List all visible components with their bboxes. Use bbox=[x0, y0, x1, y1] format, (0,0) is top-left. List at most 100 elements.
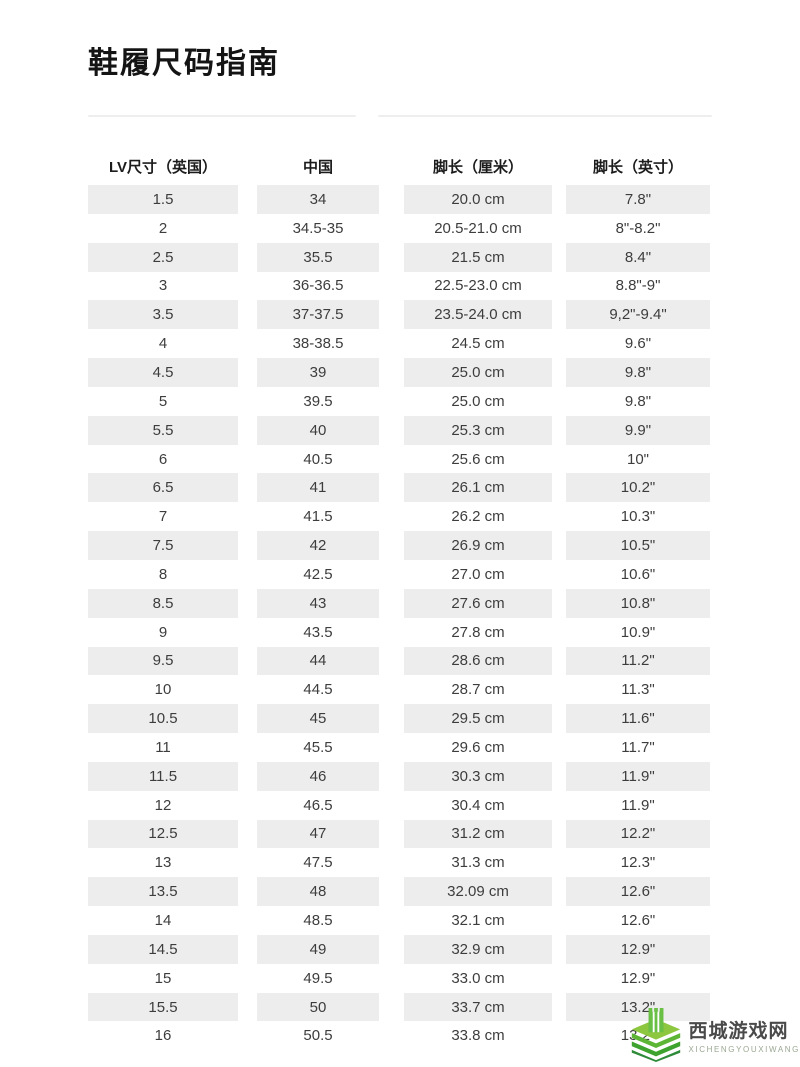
cell-foot-length-inch: 9.8" bbox=[566, 358, 710, 387]
cell-foot-length-cm: 30.3 cm bbox=[404, 761, 552, 791]
cell-foot-length-inch: 11.9" bbox=[566, 761, 710, 791]
cell-foot-length-inch: 11.2" bbox=[566, 646, 710, 676]
table-body: 1.5 34 20.0 cm 7.8" 2 34.5-35 20.5-21.0 … bbox=[0, 185, 800, 1050]
table-row: 1.5 34 20.0 cm 7.8" bbox=[0, 185, 800, 214]
table-row: 13.5 48 32.09 cm 12.6" bbox=[0, 877, 800, 907]
cell-lv-size-uk: 14 bbox=[154, 912, 172, 930]
table-row: 2.5 35.5 21.5 cm 8.4" bbox=[0, 242, 800, 272]
cell-lv-size-uk: 5.5 bbox=[88, 415, 238, 445]
title-divider-right bbox=[378, 115, 712, 117]
cell-lv-size-uk: 12 bbox=[154, 796, 172, 814]
cell-china-size: 47.5 bbox=[303, 854, 333, 872]
cell-foot-length-inch: 8"-8.2" bbox=[615, 219, 661, 237]
cell-lv-size-uk: 8.5 bbox=[88, 588, 238, 618]
table-row: 15.5 50 33.7 cm 13.2" bbox=[0, 992, 800, 1022]
cell-foot-length-cm: 25.3 cm bbox=[404, 415, 552, 445]
table-row: 10.5 45 29.5 cm 11.6" bbox=[0, 704, 800, 734]
cell-foot-length-cm: 33.7 cm bbox=[404, 992, 552, 1022]
cell-lv-size-uk: 4 bbox=[158, 335, 168, 353]
cell-lv-size-uk: 3.5 bbox=[88, 300, 238, 330]
cell-foot-length-inch: 9.8" bbox=[624, 392, 652, 410]
table-row: 7 41.5 26.2 cm 10.3" bbox=[0, 502, 800, 531]
table-row: 12.5 47 31.2 cm 12.2" bbox=[0, 819, 800, 849]
cell-china-size: 49 bbox=[257, 934, 379, 964]
table-row: 10 44.5 28.7 cm 11.3" bbox=[0, 675, 800, 704]
cell-china-size: 43.5 bbox=[303, 623, 333, 641]
cell-china-size: 41 bbox=[257, 473, 379, 503]
cell-china-size: 40 bbox=[257, 415, 379, 445]
cell-foot-length-inch: 10" bbox=[626, 450, 649, 468]
cell-lv-size-uk: 6 bbox=[158, 450, 168, 468]
cell-lv-size-uk: 4.5 bbox=[88, 358, 238, 387]
cell-foot-length-cm: 33.8 cm bbox=[451, 1027, 505, 1045]
page-title: 鞋履尺码指南 bbox=[88, 47, 280, 80]
cell-foot-length-inch: 12.6" bbox=[566, 877, 710, 907]
table-row: 7.5 42 26.9 cm 10.5" bbox=[0, 531, 800, 560]
cell-lv-size-uk: 13 bbox=[154, 854, 172, 872]
size-table: LV尺寸（英国） 中国 脚长（厘米） 脚长（英寸） 1.5 34 20.0 cm… bbox=[0, 148, 800, 1050]
cell-foot-length-cm: 20.0 cm bbox=[404, 185, 552, 214]
table-row: 2 34.5-35 20.5-21.0 cm 8"-8.2" bbox=[0, 214, 800, 243]
cell-china-size: 45 bbox=[257, 704, 379, 734]
cell-foot-length-inch: 11.9" bbox=[621, 796, 655, 814]
cell-foot-length-cm: 20.5-21.0 cm bbox=[434, 219, 522, 237]
cell-china-size: 38-38.5 bbox=[292, 335, 344, 353]
cell-foot-length-inch: 11.6" bbox=[566, 704, 710, 734]
table-row: 11 45.5 29.6 cm 11.7" bbox=[0, 733, 800, 762]
cell-lv-size-uk: 11 bbox=[155, 738, 171, 756]
cell-foot-length-inch: 11.3" bbox=[621, 681, 655, 699]
cell-lv-size-uk: 10.5 bbox=[88, 704, 238, 734]
cell-foot-length-inch: 9,2"-9.4" bbox=[566, 300, 710, 330]
cell-china-size: 34 bbox=[257, 185, 379, 214]
cell-lv-size-uk: 6.5 bbox=[88, 473, 238, 503]
cell-china-size: 50 bbox=[257, 992, 379, 1022]
cell-foot-length-cm: 28.7 cm bbox=[451, 681, 505, 699]
cell-foot-length-inch: 10.6" bbox=[620, 565, 656, 583]
cell-china-size: 50.5 bbox=[303, 1027, 333, 1045]
cell-foot-length-cm: 32.1 cm bbox=[451, 912, 505, 930]
cell-foot-length-cm: 21.5 cm bbox=[404, 242, 552, 272]
cell-foot-length-cm: 28.6 cm bbox=[404, 646, 552, 676]
header-foot-length-cm: 脚长（厘米） bbox=[432, 159, 523, 176]
cell-foot-length-cm: 31.3 cm bbox=[451, 854, 505, 872]
cell-foot-length-inch: 11.7" bbox=[621, 738, 655, 756]
cell-foot-length-cm: 23.5-24.0 cm bbox=[404, 300, 552, 330]
cell-foot-length-cm: 32.09 cm bbox=[404, 877, 552, 907]
table-row: 6 40.5 25.6 cm 10" bbox=[0, 445, 800, 474]
cell-china-size: 39.5 bbox=[303, 392, 333, 410]
cell-foot-length-cm: 32.9 cm bbox=[404, 934, 552, 964]
cell-lv-size-uk: 9 bbox=[158, 623, 168, 641]
table-row: 15 49.5 33.0 cm 12.9" bbox=[0, 964, 800, 993]
cell-foot-length-cm: 27.6 cm bbox=[404, 588, 552, 618]
cell-china-size: 44 bbox=[257, 646, 379, 676]
cell-foot-length-inch: 12.9" bbox=[566, 934, 710, 964]
cell-china-size: 44.5 bbox=[303, 681, 333, 699]
header-foot-length-inch: 脚长（英寸） bbox=[592, 159, 683, 176]
cell-foot-length-inch: 9.6" bbox=[624, 335, 652, 353]
cell-lv-size-uk: 14.5 bbox=[88, 934, 238, 964]
cell-foot-length-inch: 10.9" bbox=[620, 623, 656, 641]
cell-lv-size-uk: 15 bbox=[154, 969, 172, 987]
header-china-size: 中国 bbox=[302, 159, 333, 176]
cell-foot-length-inch: 7.8" bbox=[566, 185, 710, 214]
cell-china-size: 47 bbox=[257, 819, 379, 849]
table-row: 13 47.5 31.3 cm 12.3" bbox=[0, 848, 800, 877]
cell-foot-length-cm: 26.1 cm bbox=[404, 473, 552, 503]
cell-foot-length-cm: 26.9 cm bbox=[404, 531, 552, 560]
cell-china-size: 42 bbox=[257, 531, 379, 560]
cell-foot-length-inch: 10.3" bbox=[620, 508, 656, 526]
cell-lv-size-uk: 12.5 bbox=[88, 819, 238, 849]
cell-china-size: 34.5-35 bbox=[292, 219, 344, 237]
cell-china-size: 39 bbox=[257, 358, 379, 387]
cell-foot-length-inch: 13.2" bbox=[566, 992, 710, 1022]
cell-china-size: 45.5 bbox=[303, 738, 333, 756]
cell-china-size: 48 bbox=[257, 877, 379, 907]
table-row: 4.5 39 25.0 cm 9.8" bbox=[0, 358, 800, 387]
cell-foot-length-cm: 29.6 cm bbox=[451, 738, 505, 756]
cell-foot-length-inch: 10.8" bbox=[566, 588, 710, 618]
table-row: 9 43.5 27.8 cm 10.9" bbox=[0, 618, 800, 647]
cell-foot-length-cm: 33.0 cm bbox=[451, 969, 505, 987]
watermark-pinyin: XICHENGYOUXIWANG bbox=[688, 1045, 800, 1054]
cell-foot-length-inch: 8.8"-9" bbox=[615, 277, 661, 295]
cell-china-size: 49.5 bbox=[303, 969, 333, 987]
